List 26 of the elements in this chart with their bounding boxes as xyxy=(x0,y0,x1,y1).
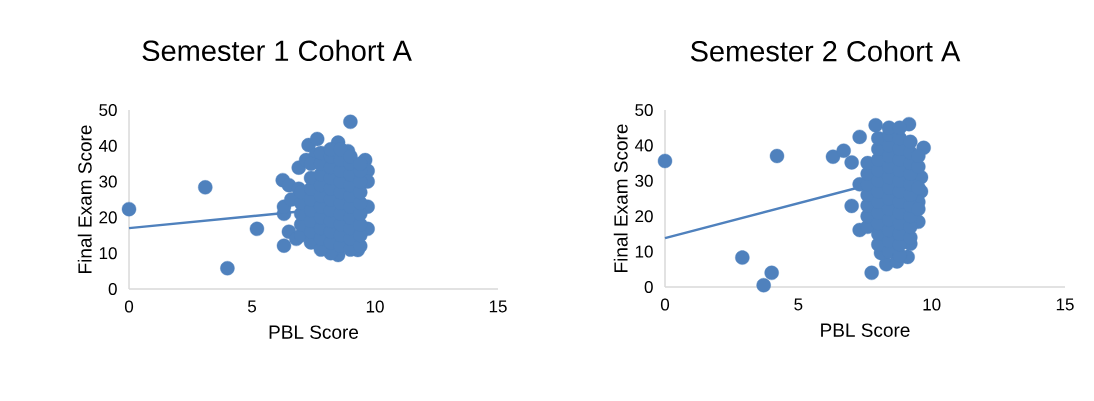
y-tick-label: 0 xyxy=(108,282,117,296)
x-axis-title: PBL Score xyxy=(821,323,910,337)
x-tick-label: 10 xyxy=(366,300,384,313)
x-tick-label: 0 xyxy=(660,298,670,311)
y-tick-label: 50 xyxy=(99,103,117,117)
x-tick-label: 5 xyxy=(794,298,803,311)
chart-title: Semester 1 Cohort A xyxy=(142,39,412,62)
x-tick-label: 0 xyxy=(124,300,134,313)
chart-title: Semester 2 Cohort A xyxy=(690,40,961,62)
y-tick-label: 20 xyxy=(99,211,117,224)
y-tick-label: 30 xyxy=(635,174,653,187)
y-axis-title: Final Exam Score xyxy=(613,124,628,272)
y-tick-label: 40 xyxy=(98,139,117,152)
x-tick-label: 5 xyxy=(247,300,257,313)
y-tick-label: 40 xyxy=(634,139,653,152)
x-tick-label: 15 xyxy=(1056,298,1074,311)
x-axis-title: PBL Score xyxy=(269,325,359,339)
y-tick-label: 10 xyxy=(635,245,653,258)
x-tick-label: 15 xyxy=(489,300,507,313)
y-tick-label: 10 xyxy=(99,247,117,260)
y-tick-label: 20 xyxy=(635,210,653,223)
y-tick-label: 0 xyxy=(644,280,653,294)
y-tick-label: 30 xyxy=(99,175,117,188)
y-tick-label: 50 xyxy=(635,103,653,117)
y-axis-title: Final Exam Score xyxy=(77,125,92,273)
x-tick-label: 10 xyxy=(923,298,941,311)
